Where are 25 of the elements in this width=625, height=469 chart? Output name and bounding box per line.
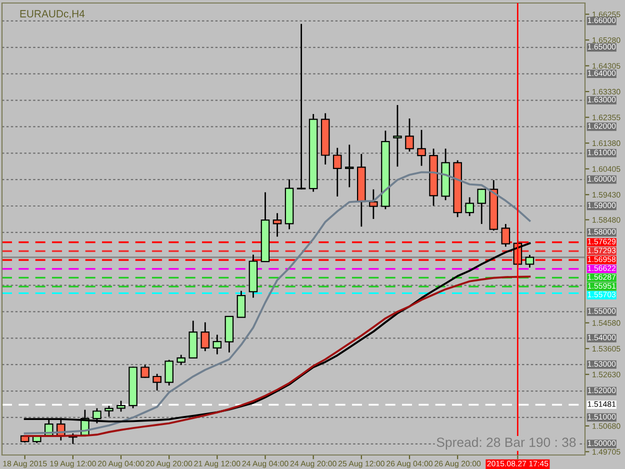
candlestick <box>164 359 174 386</box>
candlestick <box>477 188 486 225</box>
candlestick <box>332 147 342 198</box>
candlestick <box>236 290 246 318</box>
candlestick <box>417 129 426 167</box>
candlestick <box>501 223 510 248</box>
candlestick <box>465 196 474 217</box>
text: EURAUDc,H4 <box>20 10 85 19</box>
candlestick <box>200 322 210 352</box>
candlestick <box>176 354 186 366</box>
candlestick <box>369 188 378 220</box>
candlestick <box>116 400 126 412</box>
candlestick <box>104 405 114 418</box>
candlestick <box>296 23 306 190</box>
candlestick <box>212 334 222 355</box>
candlestick <box>272 212 282 238</box>
candlestick <box>152 373 162 392</box>
line-series <box>24 276 531 437</box>
candlestick <box>525 254 534 268</box>
candlestick <box>344 144 354 188</box>
annotation: Spread: 28 Bar 190 : 38 <box>436 437 576 450</box>
line-series <box>24 171 531 434</box>
candlestick <box>405 118 414 152</box>
candlestick <box>393 104 402 168</box>
candlestick <box>140 364 150 379</box>
